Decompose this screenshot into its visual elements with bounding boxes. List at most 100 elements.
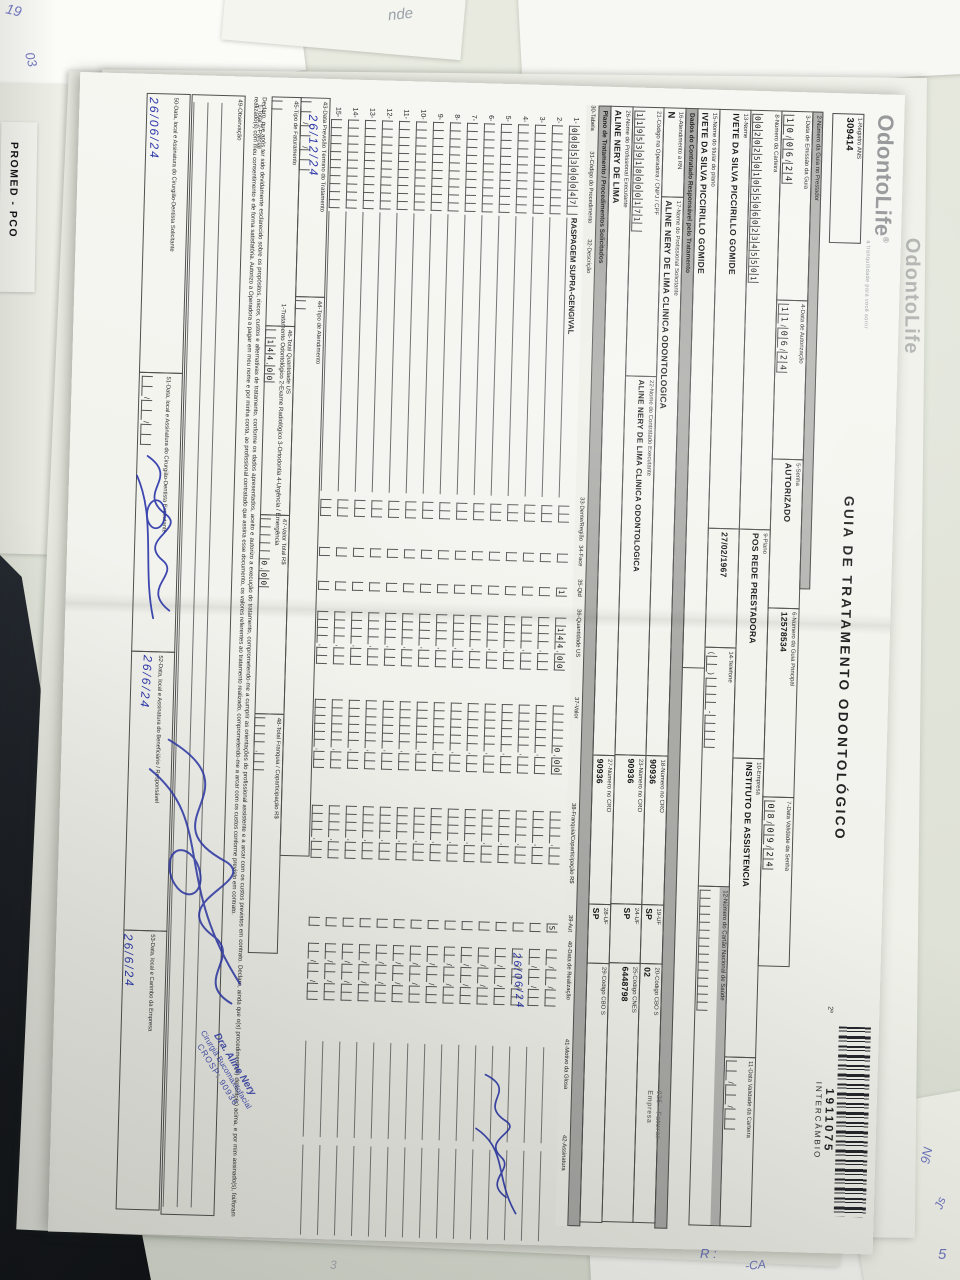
- field-uf-contratado: 24-UF SP: [608, 903, 643, 964]
- field-value: 10/06/24: [778, 114, 801, 297]
- table-cell-glosa: [540, 1047, 557, 1144]
- table-cell-num: 14-: [351, 107, 359, 118]
- field-cro-contratado: 23-Número no CRO 90936: [610, 754, 647, 905]
- field-uf-solicitante: 19-UF SP: [639, 903, 665, 965]
- table-cell-qtd: [317, 580, 336, 611]
- field-validade-senha: 7-Data Validade da Senha 08/09/24: [757, 796, 795, 968]
- table-cell-face: [318, 546, 337, 581]
- table-cell-num: 10-: [419, 109, 427, 120]
- table-cell-valor: ,: [312, 698, 333, 805]
- handwritten-date: 26/06/24: [147, 97, 162, 160]
- table-cell-aut: [427, 919, 446, 946]
- field-data-nascimento: 27/02/1967: [704, 527, 740, 649]
- col-dente: 33-Dente/Região: [577, 497, 585, 542]
- table-cell-aut: [359, 918, 378, 944]
- field-cro-executante: 27-Número no CRO 90936: [588, 754, 616, 906]
- table-cell-face: [352, 547, 371, 582]
- table-cell-face: [488, 551, 507, 586]
- col-tabela: 30-Tabela: [588, 105, 596, 131]
- odontolife-logo: OdontoLife®: [866, 114, 898, 330]
- col-qtd: 35-Qtd: [575, 579, 583, 597]
- procedures-table: 1- 0085300047 RASPAGEM SUPRA-GENGIVAL 1 144,…: [299, 99, 586, 1242]
- table-cell-aut: [308, 916, 327, 943]
- field-label: 4-Data de Autorização: [797, 304, 806, 364]
- table-cell-dente: [336, 499, 355, 547]
- table-cell-num: 6-: [487, 115, 495, 122]
- signature-executante: [136, 455, 173, 620]
- table-cell-dente: [404, 501, 423, 549]
- table-cell-qtd: [385, 582, 404, 613]
- table-cell-num: 8-: [453, 114, 461, 121]
- field-value: 08/09/24: [760, 800, 783, 962]
- col-motivo-glosa: 41-Motivo da Glosa: [562, 1038, 570, 1090]
- field-valor-total: 47-Valor Total R$ 0,00: [254, 514, 291, 715]
- table-cell-dente: [455, 502, 474, 551]
- table-cell-qtd_us: ,: [315, 610, 335, 699]
- table-cell-glosa: [302, 1040, 319, 1137]
- field-atendimento-rn: 16-Atendimento a RN N: [661, 107, 687, 198]
- handwritten-date: 26/12/24: [306, 114, 321, 178]
- promed-label: PROMED - PCO: [6, 141, 21, 239]
- field-validade-carteira: 11-Data Validade da Carteira //: [719, 1056, 757, 1228]
- table-cell-code: [328, 118, 350, 211]
- table-cell-qtd: [521, 586, 540, 617]
- gto-form: OdontoLife® a tranquilidade para você so…: [47, 71, 905, 1255]
- field-value: //: [721, 1060, 744, 1222]
- table-cell-assin: [384, 1146, 401, 1238]
- under-sheet-logo: OdontoLife: [900, 237, 924, 355]
- table-cell-aut: [461, 920, 480, 947]
- table-cell-num: 9-: [436, 113, 444, 121]
- table-cell-qtd: [351, 581, 370, 612]
- table-cell-dente: [438, 502, 457, 550]
- table-cell-glosa: [438, 1044, 455, 1141]
- faturar-empresa-stamp: 025 - Faturar Empresa: [645, 1090, 663, 1140]
- field-total-us: 46-Total Quantidade US 144,00: [260, 325, 296, 516]
- table-cell-dente: [472, 503, 491, 551]
- field-senha: 5-Senha AUTORIZADO: [767, 458, 804, 610]
- table-cell-face: [505, 552, 524, 586]
- logo-text: OdontoLife: [870, 114, 899, 238]
- table-cell-dente: [540, 505, 559, 553]
- field-label: 19-UF: [654, 908, 662, 926]
- table-cell-face: [471, 551, 490, 585]
- barcode-block: 2ª 1911075 INTERCÂMBIO: [791, 1006, 873, 1234]
- table-cell-assin: [537, 1151, 554, 1242]
- table-cell-aut: [495, 921, 514, 948]
- table-cell-qtd: [538, 586, 557, 617]
- table-cell-face: [522, 552, 541, 587]
- table-cell-assin: [316, 1145, 333, 1236]
- table-cell-face: [454, 550, 473, 585]
- field-data-emissao: 3-Data de Emissão da Guia 10/06/24: [776, 110, 814, 302]
- table-cell-num: 2-: [555, 117, 563, 124]
- handwriting-scribble: R :: [700, 1246, 717, 1261]
- registered-mark: ®: [881, 236, 891, 244]
- table-cell-glosa: [353, 1042, 370, 1139]
- handwriting-scribble: -CA: [744, 1256, 767, 1274]
- table-cell-qtd: 1: [555, 587, 574, 617]
- table-cell-num: 4-: [521, 116, 529, 123]
- table-cell-aut: [325, 917, 344, 943]
- table-cell-aut: S: [546, 923, 565, 949]
- table-cell-num: 7-: [470, 114, 478, 122]
- barcode: [833, 1026, 871, 1217]
- table-cell-num: 3-: [538, 116, 546, 123]
- table-cell-aut: [444, 920, 463, 946]
- table-cell-dente: [353, 499, 372, 548]
- field-value: SP: [590, 907, 602, 920]
- field-label: [734, 532, 737, 644]
- promed-paper-edge: PROMED - PCO: [0, 121, 38, 293]
- table-cell-qtd: [368, 582, 387, 612]
- table-cell-qtd: [419, 583, 438, 614]
- table-cell-assin: [333, 1145, 350, 1236]
- table-cell-aut: [512, 922, 531, 948]
- table-cell-num: 5-: [504, 115, 512, 123]
- field-data-autorizacao: 4-Data de Autorização 11/06/24: [771, 299, 809, 461]
- table-cell-num: 12-: [385, 108, 393, 119]
- field-label: 50-Data, local e Assinatura do Cirurgião…: [168, 97, 180, 252]
- table-cell-aut: [342, 917, 361, 944]
- table-cell-face: [556, 553, 575, 587]
- table-cell-data: //: [305, 942, 326, 1041]
- signature-observacao: [148, 738, 241, 1005]
- field-telefone: 14-Telefone () -: [697, 646, 737, 888]
- table-cell-qtd: [334, 581, 353, 611]
